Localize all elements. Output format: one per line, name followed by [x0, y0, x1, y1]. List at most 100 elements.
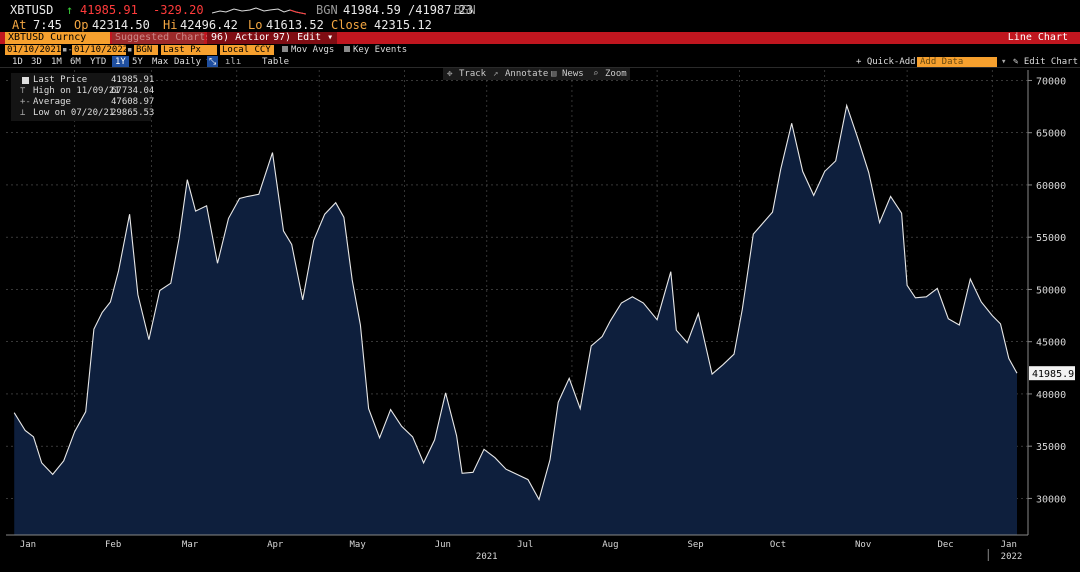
period-6m[interactable]: 6M — [70, 57, 81, 67]
high-label: Hi — [163, 18, 178, 32]
x-tick-label: Jan — [20, 540, 36, 550]
open-label: Op — [74, 18, 89, 32]
x-tick-label: Nov — [855, 540, 871, 550]
x-tick-label: Mar — [182, 540, 199, 550]
end-date-field[interactable]: 01/10/2022 — [72, 45, 129, 55]
chart-tools: ✥ Track ↗ Annotate ▤ News ⌕ Zoom — [443, 68, 630, 80]
y-tick-label: 65000 — [1036, 129, 1066, 140]
key-events-label: Key Events — [353, 45, 408, 55]
line-chart-icon[interactable]: ⤡ — [207, 56, 219, 68]
y-tick-label: 40000 — [1036, 390, 1066, 401]
x-tick-label: Dec — [937, 540, 953, 550]
at-label: At — [12, 18, 27, 32]
period-5y[interactable]: 5Y — [132, 57, 143, 67]
calendar-icon[interactable]: ▪ — [127, 45, 133, 55]
period-1d[interactable]: 1D — [12, 57, 23, 67]
y-tick-label: 30000 — [1036, 494, 1066, 505]
y-tick-label: 45000 — [1036, 338, 1066, 349]
annotate-icon[interactable]: ↗ — [493, 69, 499, 79]
price-line — [13, 103, 1018, 501]
chart-area[interactable]: 30000 35000 40000 45000 50000 55000 60000 65000… — [0, 67, 1080, 568]
legend-low-value: 29865.53 — [111, 108, 155, 118]
add-data-input[interactable]: Add Data — [917, 57, 997, 67]
y-tick-label: 60000 — [1036, 181, 1066, 192]
legend-high-label: High on 11/09/21 — [33, 86, 120, 96]
annotate-button[interactable]: Annotate — [505, 69, 549, 79]
y-tick-label: 55000 — [1036, 233, 1066, 244]
quote-line-2: At 7:45 Op 42314.50 Hi 42496.42 Lo 41613… — [0, 18, 1080, 32]
track-icon[interactable]: ✥ — [447, 69, 453, 79]
x-tick-label: Jul — [517, 540, 533, 550]
x-tick-label: Sep — [687, 540, 703, 550]
suggested-charts-button[interactable]: Suggested Charts — [112, 32, 211, 44]
legend-average-label: Average — [33, 97, 71, 107]
period-ytd[interactable]: YTD — [90, 57, 107, 67]
calendar-icon[interactable]: ▪- — [62, 45, 73, 55]
price-chart[interactable]: 30000 35000 40000 45000 50000 55000 60000 65000… — [0, 68, 1080, 568]
sparkline — [212, 7, 306, 15]
mov-avgs-toggle[interactable]: Mov Avgs — [282, 44, 334, 56]
legend-low: ⊥ Low on 07/20/21 29865.53 — [11, 108, 155, 119]
ask-source: BGN — [454, 3, 476, 17]
frequency-selector[interactable]: Daily ▼ — [174, 57, 212, 67]
x-tick-label: Oct — [770, 540, 786, 550]
legend-high-value: 67734.04 — [111, 86, 155, 96]
field-selector[interactable]: Last Px — [161, 45, 217, 55]
y-tick-label: 70000 — [1036, 76, 1066, 87]
start-date-field[interactable]: 01/10/2021 — [5, 45, 62, 55]
security-field[interactable]: XBTUSD Curncy — [5, 32, 110, 44]
period-3d[interactable]: 3D — [31, 57, 42, 67]
edit-chart-button[interactable]: ✎ Edit Chart — [1013, 57, 1079, 67]
period-max[interactable]: Max — [152, 57, 169, 67]
net-change: -329.20 — [153, 3, 204, 17]
legend-average-value: 47608.97 — [111, 97, 155, 107]
legend-average: +- Average 47608.97 — [11, 97, 155, 108]
zoom-icon[interactable]: ⌕ — [593, 69, 599, 79]
open-value: 42314.50 — [92, 18, 150, 32]
ticker: XBTUSD — [10, 3, 54, 17]
edit-menu[interactable]: 97) Edit ▾ — [269, 32, 338, 44]
key-events-toggle[interactable]: Key Events — [344, 44, 407, 56]
period-1y[interactable]: 1Y — [112, 56, 129, 68]
checkbox-icon — [344, 46, 350, 52]
news-button[interactable]: News — [562, 69, 584, 79]
bar-chart-icon[interactable]: ılı — [225, 57, 242, 67]
high-value: 42496.42 — [180, 18, 238, 32]
legend-last: Last Price 41985.91 — [11, 75, 154, 86]
legend-last-label: Last Price — [33, 75, 88, 85]
up-arrow-icon: ↑ — [66, 3, 74, 17]
track-button[interactable]: Track — [459, 69, 487, 79]
quick-add-button[interactable]: + Quick-Add · — [856, 57, 927, 67]
mov-avgs-label: Mov Avgs — [291, 45, 335, 55]
legend-low-label: Low on 07/20/21 — [33, 108, 115, 118]
at-time: 7:45 — [33, 18, 62, 32]
command-bar: XBTUSD Curncy Suggested Charts 96) Actio… — [0, 32, 1080, 44]
news-icon[interactable]: ▤ — [551, 69, 557, 79]
period-1m[interactable]: 1M — [51, 57, 62, 67]
y-tick-label: 35000 — [1036, 442, 1066, 453]
currency-selector[interactable]: Local CCY — [220, 45, 274, 55]
x-tick-label: May — [350, 540, 367, 550]
close-value: 42315.12 — [374, 18, 432, 32]
bid-source: BGN — [316, 3, 338, 17]
chart-view-label[interactable]: Line Chart — [1007, 32, 1068, 43]
x-tick-label: Jun — [435, 540, 451, 550]
checkbox-icon — [282, 46, 288, 52]
chevron-down-icon[interactable]: ▾ — [1001, 57, 1007, 67]
year-label: 2021 — [476, 552, 498, 562]
zoom-button[interactable]: Zoom — [605, 69, 627, 79]
checkbox-icon[interactable] — [22, 77, 29, 84]
x-tick-label: Jan — [1001, 540, 1017, 550]
bid-ask: 41984.59 /41987.23 — [343, 3, 474, 17]
source-field[interactable]: BGN — [134, 45, 158, 55]
settings-bar: 01/10/2021 ▪- 01/10/2022 ▪ BGN Last Px L… — [0, 44, 1080, 56]
quote-line-1: XBTUSD ↑ 41985.91 -329.20 BGN 41984.59 /… — [0, 3, 1080, 18]
low-marker-icon: ⊥ — [20, 108, 26, 118]
high-marker-icon: ⊤ — [20, 86, 26, 96]
x-tick-label: Feb — [105, 540, 121, 550]
last-value-box — [1029, 366, 1075, 381]
low-label: Lo — [248, 18, 263, 32]
last-price: 41985.91 — [80, 3, 138, 17]
table-button[interactable]: Table — [262, 57, 290, 67]
legend-high: ⊤ High on 11/09/21 67734.04 — [11, 86, 155, 97]
